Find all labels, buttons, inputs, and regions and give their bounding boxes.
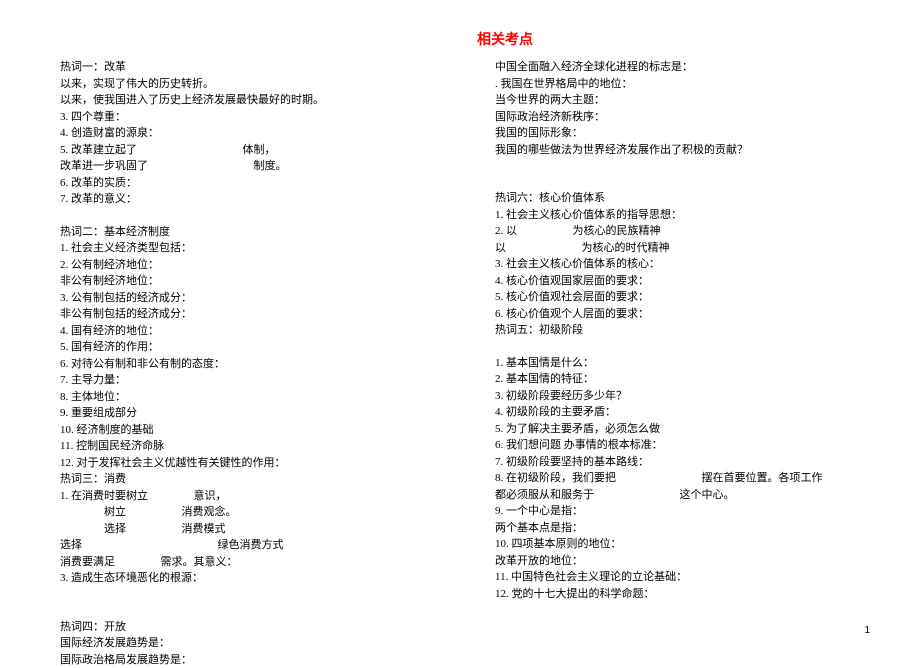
text-line: 7. 改革的意义： — [60, 191, 435, 208]
text-line: 5. 国有经济的作用： — [60, 339, 435, 356]
document-title: 相关考点 — [140, 30, 870, 51]
text-line: 1. 社会主义经济类型包括： — [60, 240, 435, 257]
text-line: 8. 主体地位： — [60, 389, 435, 406]
text-line: 树立 消费观念。 — [60, 504, 435, 521]
section-6-head: 热词六：核心价值体系 — [495, 190, 870, 207]
section-3-head: 热词三：消费 — [60, 471, 435, 488]
text-part: 需求。其意义： — [161, 556, 238, 568]
text-line: 1. 基本国情是什么： — [495, 355, 870, 372]
text-line: 1. 社会主义核心价值体系的指导思想： — [495, 207, 870, 224]
text-line: 7. 初级阶段要坚持的基本路线： — [495, 454, 870, 471]
text-part: 5. 改革建立起了 — [60, 144, 137, 156]
text-line: 2. 基本国情的特征： — [495, 371, 870, 388]
text-part: 8. 在初级阶段，我们要把 — [495, 472, 616, 484]
text-part: 制度。 — [254, 160, 287, 172]
text-part: 绿色消费方式 — [218, 539, 284, 551]
text-line: . 我国在世界格局中的地位： — [495, 76, 870, 93]
text-line: 3. 初级阶段要经历多少年？ — [495, 388, 870, 405]
text-line: 10. 四项基本原则的地位： — [495, 536, 870, 553]
text-part: 2. 以 — [495, 225, 517, 237]
text-line: 1. 在消费时要树立 意识， — [60, 488, 435, 505]
text-part: 消费模式 — [182, 523, 226, 535]
text-line: 我国的哪些做法为世界经济发展作出了积极的贡献？ — [495, 142, 870, 159]
text-line: 以来，使我国进入了历史上经济发展最快最好的时期。 — [60, 92, 435, 109]
text-part: 体制， — [243, 144, 276, 156]
text-line: 6. 核心价值观个人层面的要求： — [495, 306, 870, 323]
text-line: 5. 核心价值观社会层面的要求： — [495, 289, 870, 306]
text-line: 2. 公有制经济地位： — [60, 257, 435, 274]
text-line: 9. 一个中心是指： — [495, 503, 870, 520]
section-2-head: 热词二：基本经济制度 — [60, 224, 435, 241]
left-column: 热词一：改革 以来，实现了伟大的历史转折。 以来，使我国进入了历史上经济发展最快… — [60, 59, 435, 668]
text-part: 树立 — [104, 506, 126, 518]
text-line: 11. 控制国民经济命脉 — [60, 438, 435, 455]
text-line: 12. 党的十七大提出的科学命题： — [495, 586, 870, 603]
section-1-head: 热词一：改革 — [60, 59, 435, 76]
content-columns: 热词一：改革 以来，实现了伟大的历史转折。 以来，使我国进入了历史上经济发展最快… — [60, 59, 870, 668]
text-line: 10. 经济制度的基础 — [60, 422, 435, 439]
text-line: 选择 绿色消费方式 — [60, 537, 435, 554]
page-number: 1 — [864, 623, 870, 638]
text-line: 6. 对待公有制和非公有制的态度： — [60, 356, 435, 373]
text-line: 11. 中国特色社会主义理论的立论基础： — [495, 569, 870, 586]
text-line: 都必须服从和服务于 这个中心。 — [495, 487, 870, 504]
text-part: 摆在首要位置。各项工作 — [702, 472, 823, 484]
text-line: 非公有制经济地位： — [60, 273, 435, 290]
text-line: 8. 在初级阶段，我们要把 摆在首要位置。各项工作 — [495, 470, 870, 487]
text-line: 3. 社会主义核心价值体系的核心： — [495, 256, 870, 273]
text-line: 4. 国有经济的地位： — [60, 323, 435, 340]
text-line: 国际政治格局发展趋势是： — [60, 652, 435, 668]
text-line: 5. 为了解决主要矛盾，必须怎么做 — [495, 421, 870, 438]
text-line: 3. 公有制包括的经济成分： — [60, 290, 435, 307]
text-line: 6. 改革的实质： — [60, 175, 435, 192]
text-part: 选择 — [60, 539, 82, 551]
text-line: 以来，实现了伟大的历史转折。 — [60, 76, 435, 93]
text-line: 国际政治经济新秩序： — [495, 109, 870, 126]
text-line: 5. 改革建立起了 体制， — [60, 142, 435, 159]
text-line: 当今世界的两大主题： — [495, 92, 870, 109]
section-5-head: 热词五：初级阶段 — [495, 322, 870, 339]
text-line: 2. 以 为核心的民族精神 — [495, 223, 870, 240]
text-line: 4. 创造财富的源泉： — [60, 125, 435, 142]
text-part: 选择 — [104, 523, 126, 535]
text-line: 我国的国际形象： — [495, 125, 870, 142]
text-line: 以 为核心的时代精神 — [495, 240, 870, 257]
text-part: 都必须服从和服务于 — [495, 489, 594, 501]
text-line: 国际经济发展趋势是： — [60, 635, 435, 652]
text-line: 改革开放的地位： — [495, 553, 870, 570]
text-part: 这个中心。 — [680, 489, 735, 501]
text-part: 意识， — [194, 490, 227, 502]
text-part: 为核心的时代精神 — [582, 242, 670, 254]
text-line: 选择 消费模式 — [60, 521, 435, 538]
text-part: 改革进一步巩固了 — [60, 160, 148, 172]
text-part: 1. 在消费时要树立 — [60, 490, 148, 502]
right-column: 中国全面融入经济全球化进程的标志是： . 我国在世界格局中的地位： 当今世界的两… — [495, 59, 870, 668]
text-line: 4. 初级阶段的主要矛盾： — [495, 404, 870, 421]
text-line: 消费要满足 需求。其意义： — [60, 554, 435, 571]
text-line: 9. 重要组成部分 — [60, 405, 435, 422]
text-line: 3. 造成生态环境恶化的根源： — [60, 570, 435, 587]
text-part: 以 — [495, 242, 506, 254]
text-part: 消费观念。 — [182, 506, 237, 518]
text-line: 7. 主导力量： — [60, 372, 435, 389]
text-line: 中国全面融入经济全球化进程的标志是： — [495, 59, 870, 76]
text-line: 两个基本点是指： — [495, 520, 870, 537]
text-part: 为核心的民族精神 — [573, 225, 661, 237]
text-line: 非公有制包括的经济成分： — [60, 306, 435, 323]
text-line: 3. 四个尊重： — [60, 109, 435, 126]
text-line: 6. 我们想问题 办事情的根本标准： — [495, 437, 870, 454]
text-part: 消费要满足 — [60, 556, 115, 568]
text-line: 4. 核心价值观国家层面的要求： — [495, 273, 870, 290]
text-line: 12. 对于发挥社会主义优越性有关键性的作用： — [60, 455, 435, 472]
section-4-head: 热词四：开放 — [60, 619, 435, 636]
text-line: 改革进一步巩固了 制度。 — [60, 158, 435, 175]
